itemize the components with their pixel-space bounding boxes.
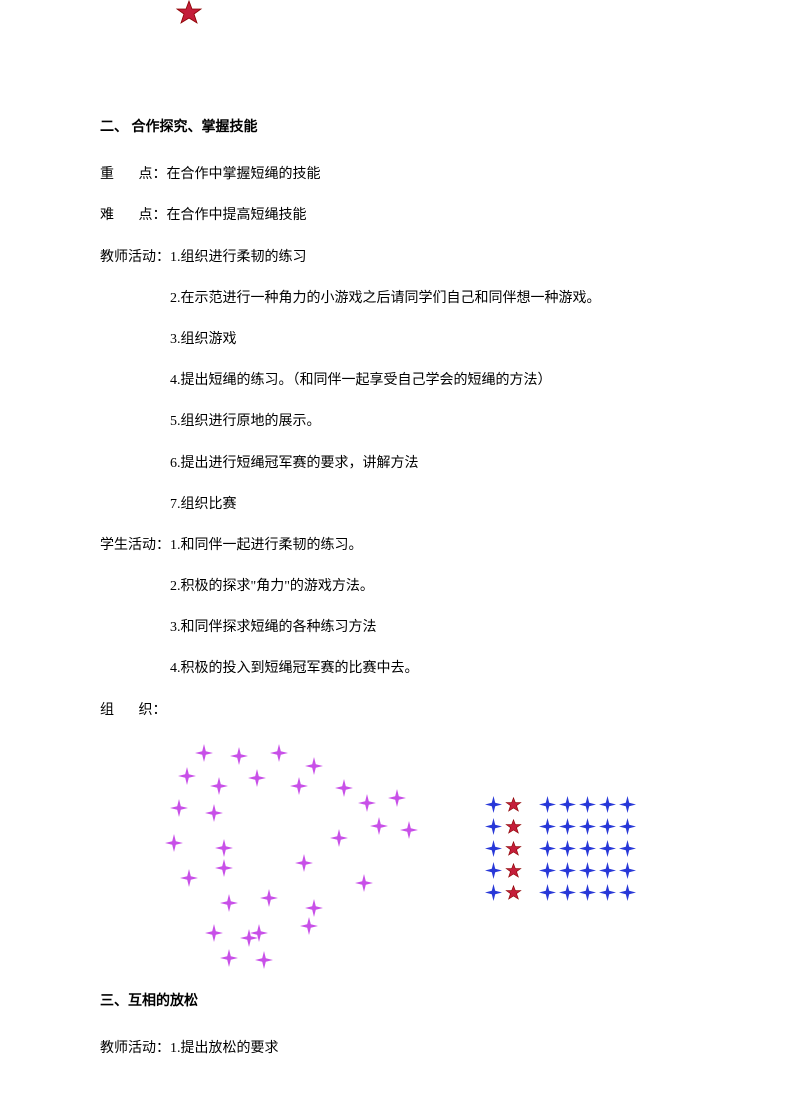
spark-icon <box>178 767 196 785</box>
star-icon <box>505 819 522 835</box>
spark-icon <box>358 794 376 812</box>
spark-icon <box>485 840 502 857</box>
spark-icon <box>220 894 238 912</box>
grid-row <box>485 796 636 813</box>
spark-icon <box>559 840 576 857</box>
teacher-activity-2: 2.在示范进行一种角力的小游戏之后请同学们自己和同伴想一种游戏。 <box>100 286 700 311</box>
spark-icon <box>559 884 576 901</box>
teacher-activity-6: 6.提出进行短绳冠军赛的要求，讲解方法 <box>100 451 700 476</box>
grid-row <box>485 862 636 879</box>
spark-icon <box>619 840 636 857</box>
spark-icon <box>215 859 233 877</box>
spark-icon <box>579 818 596 835</box>
spark-icon <box>579 796 596 813</box>
spark-icon <box>260 889 278 907</box>
spark-icon <box>305 757 323 775</box>
grid-row <box>485 818 636 835</box>
spark-icon <box>619 818 636 835</box>
spark-icon <box>559 818 576 835</box>
spark-icon <box>205 804 223 822</box>
spark-icon <box>335 779 353 797</box>
spark-icon <box>599 796 616 813</box>
student-activity-3: 3.和同伴探求短绳的各种练习方法 <box>100 615 700 640</box>
top-star-icon <box>175 0 203 26</box>
spark-icon <box>165 834 183 852</box>
spark-icon <box>559 862 576 879</box>
spark-icon <box>599 840 616 857</box>
spark-icon <box>619 884 636 901</box>
grid-row <box>485 840 636 857</box>
spark-icon <box>300 917 318 935</box>
spark-icon <box>599 884 616 901</box>
teacher-activity-3: 3.组织游戏 <box>100 327 700 352</box>
star-icon <box>505 885 522 901</box>
spark-icon <box>485 884 502 901</box>
spark-icon <box>539 862 556 879</box>
spark-icon <box>370 817 388 835</box>
spark-icon <box>619 862 636 879</box>
spark-icon <box>539 884 556 901</box>
spark-icon <box>215 839 233 857</box>
spark-icon <box>400 821 418 839</box>
spark-icon <box>305 899 323 917</box>
spark-icon <box>210 777 228 795</box>
spark-icon <box>388 789 406 807</box>
spark-icon <box>195 744 213 762</box>
spark-icon <box>539 796 556 813</box>
spark-icon <box>539 840 556 857</box>
spark-icon <box>230 747 248 765</box>
grid-formation <box>485 796 636 901</box>
teacher-activity-7: 7.组织比赛 <box>100 492 700 517</box>
organization-diagrams <box>160 739 700 959</box>
key-point: 重 点：在合作中掌握短绳的技能 <box>100 162 700 187</box>
student-activity-1: 学生活动：1.和同伴一起进行柔韧的练习。 <box>100 533 700 558</box>
section2-title: 二、 合作探究、掌握技能 <box>100 115 700 140</box>
spark-icon <box>485 796 502 813</box>
student-activity-4: 4.积极的投入到短绳冠军赛的比赛中去。 <box>100 656 700 681</box>
spark-icon <box>619 796 636 813</box>
organization-label: 组 织： <box>100 698 700 723</box>
spark-icon <box>290 777 308 795</box>
spark-icon <box>579 840 596 857</box>
teacher-activity-1: 教师活动：1.组织进行柔韧的练习 <box>100 245 700 270</box>
scattered-formation <box>160 739 415 959</box>
teacher-activity-5: 5.组织进行原地的展示。 <box>100 409 700 434</box>
star-icon <box>505 863 522 879</box>
spark-icon <box>295 854 313 872</box>
section3-title: 三、互相的放松 <box>100 989 700 1014</box>
spark-icon <box>270 744 288 762</box>
spark-icon <box>599 862 616 879</box>
spark-icon <box>559 796 576 813</box>
spark-icon <box>180 869 198 887</box>
spark-icon <box>539 818 556 835</box>
spark-icon <box>485 862 502 879</box>
spark-icon <box>220 949 238 967</box>
section3-teacher-activity: 教师活动：1.提出放松的要求 <box>100 1036 700 1061</box>
spark-icon <box>170 799 188 817</box>
spark-icon <box>255 951 273 969</box>
spark-icon <box>485 818 502 835</box>
spark-icon <box>330 829 348 847</box>
spark-icon <box>205 924 223 942</box>
star-icon <box>505 797 522 813</box>
spark-icon <box>248 769 266 787</box>
grid-row <box>485 884 636 901</box>
teacher-activity-4: 4.提出短绳的练习。（和同伴一起享受自己学会的短绳的方法） <box>100 368 700 393</box>
difficulty: 难 点：在合作中提高短绳技能 <box>100 203 700 228</box>
spark-icon <box>599 818 616 835</box>
spark-icon <box>579 862 596 879</box>
spark-icon <box>250 924 268 942</box>
star-icon <box>505 841 522 857</box>
spark-icon <box>355 874 373 892</box>
student-activity-2: 2.积极的探求"角力"的游戏方法。 <box>100 574 700 599</box>
spark-icon <box>579 884 596 901</box>
